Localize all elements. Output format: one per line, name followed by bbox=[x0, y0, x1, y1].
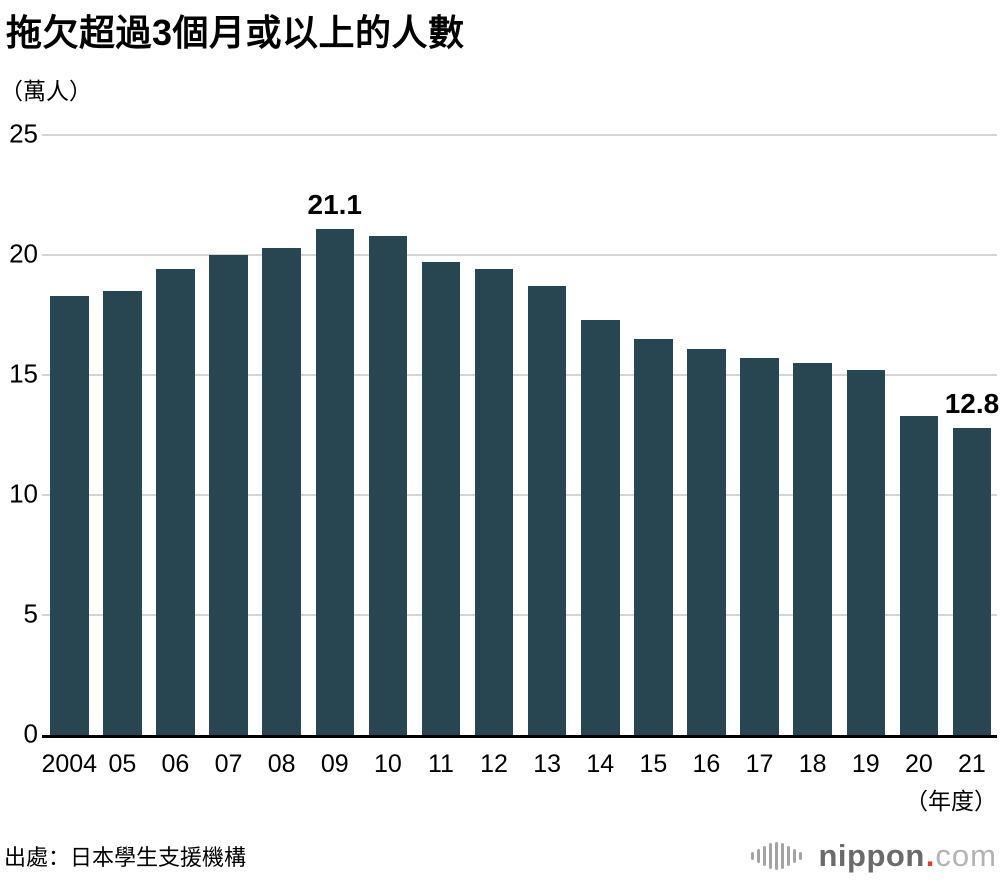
x-tick-label-07: 07 bbox=[214, 750, 243, 778]
x-tick-label-16: 16 bbox=[692, 750, 721, 778]
y-tick-label-15: 15 bbox=[9, 358, 38, 389]
x-tick-label-09: 09 bbox=[320, 750, 349, 778]
bar-14 bbox=[581, 319, 620, 735]
x-tick-label-19: 19 bbox=[851, 750, 880, 778]
source-note: 出處：日本學生支援機構 bbox=[4, 845, 247, 870]
bar-12 bbox=[474, 269, 514, 735]
bar-13 bbox=[527, 286, 567, 735]
bar-18 bbox=[793, 363, 832, 735]
chart-title: 拖欠超過3個月或以上的人數 bbox=[6, 12, 465, 53]
soundwave-icon bbox=[750, 842, 802, 870]
x-axis-line bbox=[42, 735, 997, 738]
gridline-10 bbox=[42, 494, 997, 496]
gridline-5 bbox=[42, 614, 997, 616]
y-tick-label-20: 20 bbox=[9, 238, 38, 269]
logo-red-dot: . bbox=[925, 838, 935, 873]
y-tick-label-5: 5 bbox=[23, 598, 38, 629]
x-tick-label-05: 05 bbox=[108, 750, 137, 778]
bar-10 bbox=[368, 235, 408, 735]
bar-2004 bbox=[50, 295, 89, 735]
x-tick-label-20: 20 bbox=[904, 750, 933, 778]
bar-06 bbox=[156, 269, 195, 735]
bar-20 bbox=[899, 415, 939, 735]
value-label-12.8: 12.8 bbox=[944, 387, 1000, 419]
x-tick-label-21: 21 bbox=[958, 750, 986, 778]
x-tick-label-12: 12 bbox=[480, 750, 508, 778]
bar-11 bbox=[421, 262, 461, 735]
bar-21 bbox=[952, 427, 992, 735]
nippon-logo: nippon. com bbox=[750, 836, 998, 876]
bar-09 bbox=[315, 228, 354, 735]
gridline-25 bbox=[42, 134, 997, 136]
x-axis-unit-label: （年度） bbox=[905, 788, 997, 814]
bar-05 bbox=[103, 291, 142, 735]
value-label-21.1: 21.1 bbox=[307, 188, 363, 220]
bar-15 bbox=[634, 339, 673, 735]
gridline-15 bbox=[42, 374, 997, 376]
y-tick-label-0: 0 bbox=[23, 718, 38, 749]
x-tick-label-14: 14 bbox=[586, 750, 615, 778]
y-axis-unit-label: （萬人） bbox=[0, 78, 92, 104]
y-tick-label-25: 25 bbox=[9, 118, 38, 149]
bar-chart: 0 5 10 15 20 25 2004 05 06 07 08 09 10 11 12 13 14 15 16 17… bbox=[9, 118, 1000, 778]
x-tick-label-06: 06 bbox=[161, 750, 190, 778]
x-tick-label-11: 11 bbox=[427, 750, 454, 778]
logo-text-com: com bbox=[935, 838, 997, 873]
bar-19 bbox=[846, 370, 885, 735]
x-tick-label-08: 08 bbox=[267, 750, 296, 778]
x-tick-label-10: 10 bbox=[373, 750, 402, 778]
logo-text-nippon: nippon bbox=[818, 838, 925, 873]
bar-16 bbox=[687, 348, 726, 735]
x-tick-label-13: 13 bbox=[533, 750, 562, 778]
x-tick-label-18: 18 bbox=[798, 750, 827, 778]
bar-08 bbox=[262, 247, 301, 735]
gridline-20 bbox=[42, 254, 997, 256]
x-tick-label-17: 17 bbox=[745, 750, 774, 778]
bar-17 bbox=[740, 358, 779, 735]
bar-07 bbox=[209, 255, 248, 735]
x-tick-label-15: 15 bbox=[639, 750, 668, 778]
x-tick-label-2004: 2004 bbox=[41, 750, 98, 778]
y-tick-label-10: 10 bbox=[9, 478, 38, 509]
